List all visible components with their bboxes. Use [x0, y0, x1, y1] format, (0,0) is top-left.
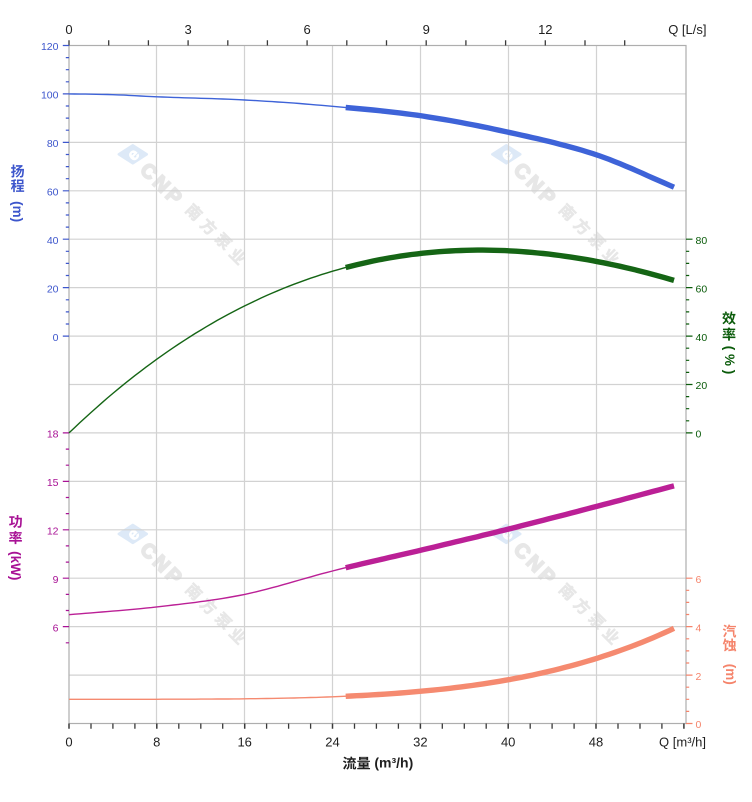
svg-text:80: 80 [696, 235, 708, 247]
svg-text:6: 6 [303, 22, 310, 37]
svg-text:0: 0 [696, 429, 702, 441]
svg-text:60: 60 [696, 283, 708, 295]
svg-text:48: 48 [589, 735, 603, 750]
svg-text:12: 12 [47, 526, 59, 538]
svg-text:40: 40 [47, 235, 59, 247]
svg-text:( % ): ( % ) [722, 346, 737, 375]
svg-text:120: 120 [41, 41, 59, 53]
svg-text:9: 9 [53, 574, 59, 586]
svg-text:100: 100 [41, 90, 59, 102]
svg-text:0: 0 [696, 719, 702, 731]
svg-text:0: 0 [53, 332, 59, 344]
svg-text:9: 9 [423, 22, 430, 37]
svg-text:(m): (m) [10, 201, 25, 222]
svg-text:8: 8 [153, 735, 160, 750]
svg-text:12: 12 [538, 22, 552, 37]
svg-text:40: 40 [501, 735, 515, 750]
svg-text:3: 3 [184, 22, 191, 37]
svg-text:20: 20 [47, 283, 59, 295]
svg-text:Q [L/s]: Q [L/s] [668, 22, 706, 37]
svg-text:40: 40 [696, 332, 708, 344]
svg-text:18: 18 [47, 429, 59, 441]
svg-text:80: 80 [47, 138, 59, 150]
svg-text:32: 32 [413, 735, 427, 750]
svg-text:6: 6 [696, 574, 702, 586]
svg-text:4: 4 [696, 622, 702, 634]
svg-text:0: 0 [65, 22, 72, 37]
svg-text:24: 24 [325, 735, 339, 750]
svg-text:0: 0 [65, 735, 72, 750]
svg-text:15: 15 [47, 477, 59, 489]
svg-text:2: 2 [696, 671, 702, 683]
svg-text:(m): (m) [723, 664, 738, 685]
svg-text:(kW): (kW) [8, 551, 23, 580]
svg-text:60: 60 [47, 187, 59, 199]
svg-text:(m³/h): (m³/h) [374, 754, 413, 770]
svg-text:16: 16 [237, 735, 251, 750]
svg-text:6: 6 [53, 622, 59, 634]
svg-text:20: 20 [696, 380, 708, 392]
svg-text:Q [m³/h]: Q [m³/h] [659, 735, 706, 750]
